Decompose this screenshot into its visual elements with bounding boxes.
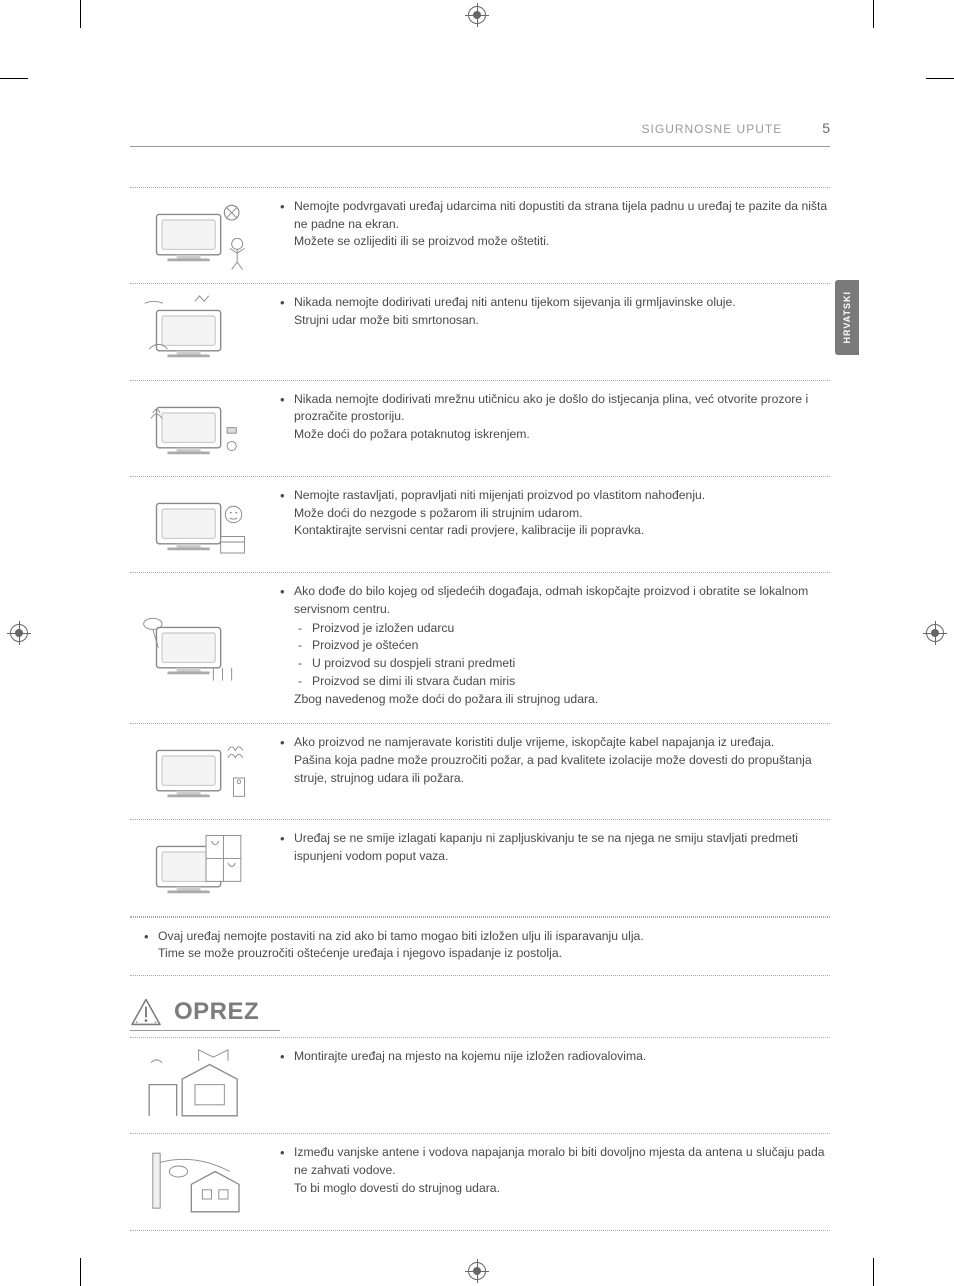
instruction-line: Može doći do nezgode s požarom ili struj… (294, 506, 583, 520)
instruction-subline: Proizvod je izložen udarcu (294, 620, 830, 638)
instruction-line: Možete se ozlijediti ili se proizvod mož… (294, 234, 549, 248)
instruction-text: Između vanjske antene i vodova napajanja… (260, 1144, 830, 1217)
crop-mark (926, 78, 954, 79)
instruction-line: Kontaktirajte servisni centar radi provj… (294, 523, 644, 537)
instruction-subline: Proizvod se dimi ili stvara čudan miris (294, 673, 830, 691)
registration-mark (926, 624, 944, 642)
language-tab: HRVATSKI (835, 280, 859, 355)
illustration (130, 487, 260, 560)
instruction-subline: U proizvod su dospjeli strani predmeti (294, 655, 830, 673)
language-tab-label: HRVATSKI (842, 291, 852, 344)
warning-triangle-icon (130, 998, 162, 1026)
instruction-row: Ako proizvod ne namjeravate koristiti du… (130, 723, 830, 819)
illustration (130, 294, 260, 367)
instruction-row: Nemojte podvrgavati uređaj udarcima niti… (130, 187, 830, 283)
instruction-line: Strujni udar može biti smrtonosan. (294, 313, 479, 327)
caution-heading: OPREZ (130, 998, 830, 1026)
section-title: SIGURNOSNE UPUTE (642, 122, 783, 136)
instruction-row: Ako dođe do bilo kojeg od sljedećih doga… (130, 572, 830, 723)
illustration (130, 1048, 260, 1121)
illustration (130, 391, 260, 464)
instruction-subline: Proizvod je oštećen (294, 637, 830, 655)
instruction-line: Nemojte rastavljati, popravljati niti mi… (294, 488, 705, 502)
instruction-text: Nemojte rastavljati, popravljati niti mi… (260, 487, 830, 560)
instruction-text: Montirajte uređaj na mjesto na kojemu ni… (260, 1048, 830, 1121)
instruction-row: Uređaj se ne smije izlagati kapanju ni z… (130, 819, 830, 916)
instruction-line: To bi moglo dovesti do strujnog udara. (294, 1181, 500, 1195)
registration-mark (10, 624, 28, 642)
instruction-row: Nikada nemojte dodirivati mrežnu utičnic… (130, 380, 830, 476)
crop-mark (0, 78, 28, 79)
instruction-row: Između vanjske antene i vodova napajanja… (130, 1133, 830, 1230)
instruction-text: Nikada nemojte dodirivati uređaj niti an… (260, 294, 830, 367)
warning-text: Ovaj uređaj nemojte postaviti na zid ako… (158, 929, 644, 943)
instruction-text: Nemojte podvrgavati uređaj udarcima niti… (260, 198, 830, 271)
instruction-text: Ako proizvod ne namjeravate koristiti du… (260, 734, 830, 807)
warning-subtext: Time se može prouzročiti oštećenje uređa… (158, 946, 562, 960)
instruction-line: Nikada nemojte dodirivati mrežnu utičnic… (294, 392, 808, 424)
warning-full-row: Ovaj uređaj nemojte postaviti na zid ako… (130, 917, 830, 976)
instruction-text: Ako dođe do bilo kojeg od sljedećih doga… (260, 583, 830, 711)
instruction-row: Nemojte rastavljati, popravljati niti mi… (130, 476, 830, 572)
instruction-line: Montirajte uređaj na mjesto na kojemu ni… (294, 1049, 646, 1063)
instruction-line: Pašina koja padne može prouzročiti požar… (294, 753, 812, 785)
caution-label: OPREZ (174, 998, 259, 1026)
page-content: SIGURNOSNE UPUTE 5 Nemojte podvrgavati u… (130, 120, 830, 1231)
illustration (130, 830, 260, 903)
instruction-text: Nikada nemojte dodirivati mrežnu utičnic… (260, 391, 830, 464)
instruction-row: Montirajte uređaj na mjesto na kojemu ni… (130, 1037, 830, 1133)
registration-mark (468, 1262, 486, 1280)
caution-underline (130, 1030, 280, 1031)
illustration (130, 1144, 260, 1217)
instruction-line: Može doći do požara potaknutog iskrenjem… (294, 427, 530, 441)
instruction-line: Nikada nemojte dodirivati uređaj niti an… (294, 295, 736, 309)
instruction-line: Ako dođe do bilo kojeg od sljedećih doga… (294, 584, 808, 616)
illustration (130, 198, 260, 271)
page-number: 5 (822, 120, 830, 136)
illustration (130, 734, 260, 807)
page-header: SIGURNOSNE UPUTE 5 (130, 120, 830, 147)
instruction-line: Između vanjske antene i vodova napajanja… (294, 1145, 825, 1177)
instruction-line: Ako proizvod ne namjeravate koristiti du… (294, 735, 774, 749)
instruction-text: Uređaj se ne smije izlagati kapanju ni z… (260, 830, 830, 903)
illustration (130, 583, 260, 711)
registration-mark (468, 6, 486, 24)
instruction-line: Nemojte podvrgavati uređaj udarcima niti… (294, 199, 827, 231)
instruction-line: Zbog navedenog može doći do požara ili s… (294, 691, 830, 709)
instruction-line: Uređaj se ne smije izlagati kapanju ni z… (294, 831, 798, 863)
instruction-row: Nikada nemojte dodirivati uređaj niti an… (130, 283, 830, 379)
